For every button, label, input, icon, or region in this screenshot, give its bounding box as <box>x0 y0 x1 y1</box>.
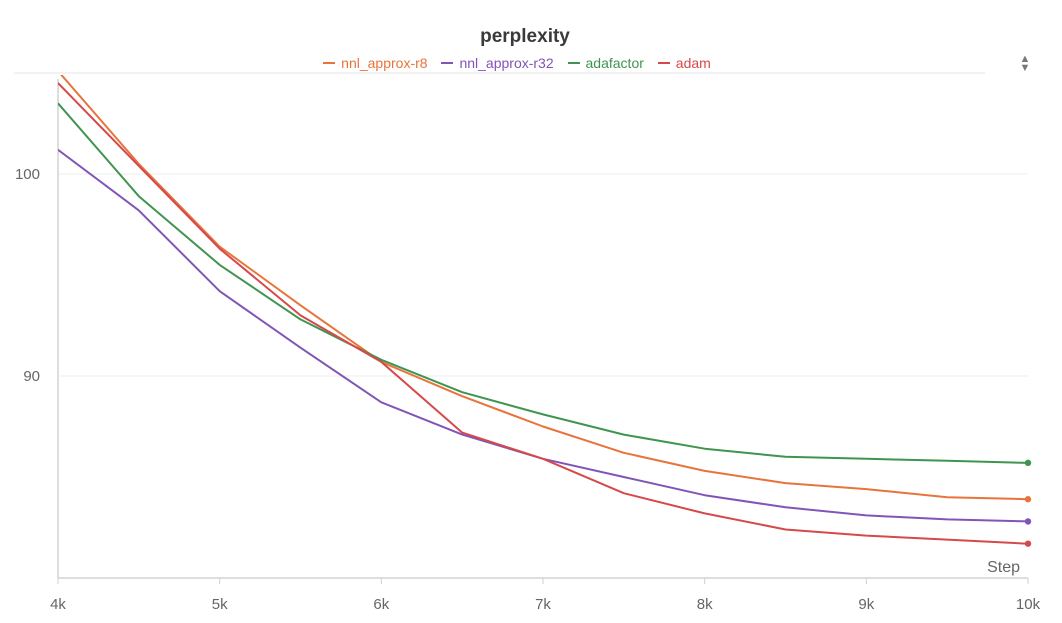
legend-label: adam <box>675 55 711 71</box>
series-line-adam[interactable] <box>58 82 1029 545</box>
series-line-nnl-approx-r32[interactable] <box>58 149 1029 523</box>
series-line-nnl-approx-r8[interactable] <box>58 71 1029 501</box>
series-group <box>58 71 1032 547</box>
chart-title: perplexity <box>480 26 570 47</box>
legend-swatch <box>323 62 336 65</box>
y-tick-label: 90 <box>23 368 40 385</box>
x-axis-label: Step <box>987 559 1020 576</box>
series-end-point-nnl-approx-r8 <box>1024 496 1032 503</box>
axes: 90 100 4k 5k 6k 7k 8k 9k 10k <box>15 79 1041 613</box>
series-end-point-adafactor <box>1024 459 1032 467</box>
legend-swatch <box>657 62 670 65</box>
legend-item-adam[interactable]: adam <box>657 55 711 71</box>
x-tick-label: 8k <box>697 596 713 613</box>
x-tick-label: 4k <box>50 596 66 613</box>
x-tick-label: 7k <box>535 596 551 613</box>
legend-item-nnl-approx-r32[interactable]: nnl_approx-r32 <box>441 55 554 71</box>
x-tick-label: 10k <box>1016 596 1041 613</box>
legend-label: adafactor <box>585 55 644 71</box>
legend-label: nnl_approx-r8 <box>341 55 428 71</box>
grid <box>58 173 1028 377</box>
sort-arrows-icon[interactable]: ▲ ▼ <box>1019 53 1031 74</box>
series-line-adafactor[interactable] <box>58 102 1029 464</box>
x-tick-label: 5k <box>212 596 228 613</box>
y-tick-label: 100 <box>15 166 40 183</box>
legend-item-nnl-approx-r8[interactable]: nnl_approx-r8 <box>323 55 428 71</box>
legend-label: nnl_approx-r32 <box>459 55 554 71</box>
legend-item-adafactor[interactable]: adafactor <box>567 55 644 71</box>
series-end-point-adam <box>1024 540 1032 547</box>
legend-swatch <box>567 62 580 65</box>
legend: nnl_approx-r8 nnl_approx-r32 adafactor a… <box>0 55 1034 71</box>
series-end-point-nnl-approx-r32 <box>1024 518 1032 525</box>
legend-swatch <box>441 62 454 65</box>
x-tick-label: 6k <box>373 596 389 613</box>
x-tick-label: 9k <box>858 596 874 613</box>
